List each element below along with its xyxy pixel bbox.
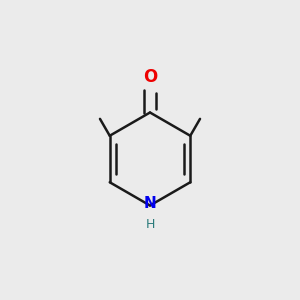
- Text: N: N: [144, 196, 156, 211]
- Text: O: O: [143, 68, 157, 86]
- Text: H: H: [145, 218, 155, 231]
